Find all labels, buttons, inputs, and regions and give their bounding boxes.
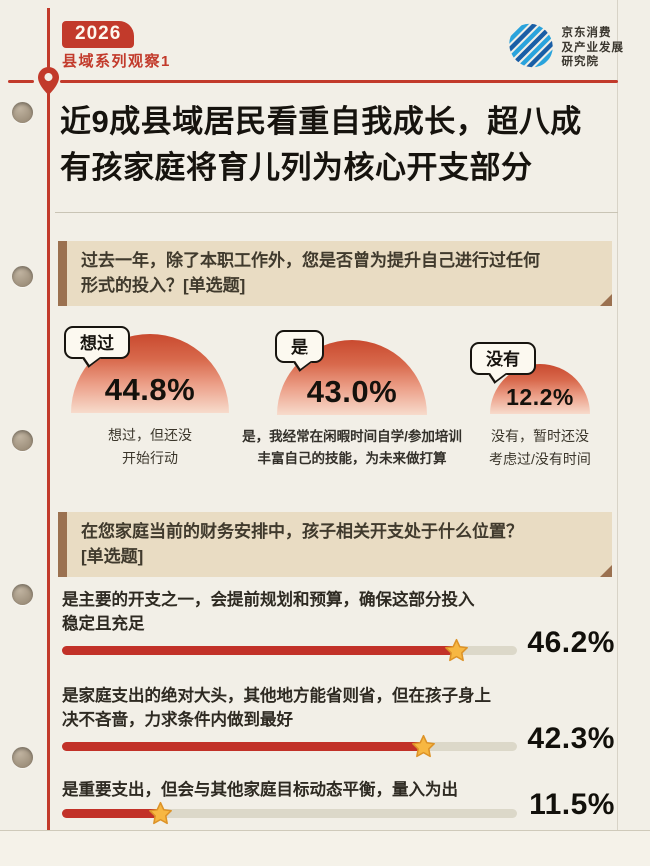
semicircle-item-considered: 想过 44.8% 想过，但还没 开始行动 xyxy=(60,326,240,470)
punch-hole xyxy=(12,102,33,123)
star-marker-icon xyxy=(147,800,174,827)
folded-corner-decor xyxy=(600,565,612,577)
answer-bubble: 是 xyxy=(275,330,324,363)
logo-text: 京东消费 及产业发展 研究院 xyxy=(562,26,625,70)
star-marker-icon xyxy=(443,637,470,664)
red-rule-dash xyxy=(8,80,34,83)
bar-value: 11.5% xyxy=(529,788,615,821)
logo-text-line1: 京东消费 xyxy=(561,27,612,40)
jd-logo-stripes-icon xyxy=(499,14,562,77)
caption-line2: 开始行动 xyxy=(122,450,178,466)
divider-line xyxy=(55,212,618,213)
bar-fill xyxy=(62,801,173,824)
bar-label-line1: 是主要的开支之一，会提前规划和预算，确保这部分投入 xyxy=(62,591,475,609)
caption-line1: 是，我经常在闲暇时间自学/参加培训 xyxy=(242,429,462,444)
value-label: 43.0% xyxy=(306,374,398,409)
question-box-self-growth: 过去一年，除了本职工作外，您是否曾为提升自己进行过任何 形式的投入？[单选题] xyxy=(58,241,612,306)
bar-value: 42.3% xyxy=(527,722,615,755)
bar-track xyxy=(62,801,517,824)
paper-crease-line xyxy=(617,0,618,830)
answer-bubble: 想过 xyxy=(64,326,130,359)
semicircle-item-no: 没有 12.2% 没有，暂时还没 考虑过/没有时间 xyxy=(462,342,618,471)
question2-line2: [单选题] xyxy=(81,547,144,566)
page-bottom-edge xyxy=(0,830,650,866)
bar-label: 是家庭支出的绝对大头，其他地方能省则省，但在孩子身上 决不吝啬，力求条件内做到最… xyxy=(62,684,524,732)
bar-label-line1: 是家庭支出的绝对大头，其他地方能省则省，但在孩子身上 xyxy=(62,687,491,705)
punch-hole xyxy=(12,747,33,768)
star-marker-icon xyxy=(410,733,437,760)
question2-line1: 在您家庭当前的财务安排中，孩子相关开支处于什么位置？ xyxy=(81,522,523,541)
bar-row-planned-budget: 是主要的开支之一，会提前规划和预算，确保这部分投入 稳定且充足 46.2% xyxy=(62,588,615,661)
bar-track xyxy=(62,638,517,661)
bar-value: 46.2% xyxy=(527,626,615,659)
caption-line1: 想过，但还没 xyxy=(108,427,192,443)
bar-label-line2: 决不吝啬，力求条件内做到最好 xyxy=(62,711,293,729)
logo-text-line3: 研究院 xyxy=(561,56,599,69)
page-title-line2: 有孩家庭将育儿列为核心开支部分 xyxy=(60,150,533,185)
value-label: 12.2% xyxy=(506,384,574,410)
bar-label-line2: 稳定且充足 xyxy=(62,615,145,633)
jd-research-logo: 京东消费 及产业发展 研究院 xyxy=(499,14,625,77)
caption-line1: 没有，暂时还没 xyxy=(491,428,589,444)
question-box-child-expense: 在您家庭当前的财务安排中，孩子相关开支处于什么位置？ [单选题] xyxy=(58,512,612,577)
page-title-line1: 近9成县域居民看重自我成长，超八成 xyxy=(60,104,582,139)
year-badge: 2026 xyxy=(62,21,135,48)
bar-fill xyxy=(62,734,436,757)
caption: 是，我经常在闲暇时间自学/参加培训 丰富自己的技能，为未来做打算 xyxy=(237,426,467,470)
question1-line1: 过去一年，除了本职工作外，您是否曾为提升自己进行过任何 xyxy=(81,251,540,270)
red-rule xyxy=(60,80,618,83)
punch-hole xyxy=(12,266,33,287)
map-pin-icon xyxy=(38,67,59,100)
semicircle-item-yes: 是 43.0% 是，我经常在闲暇时间自学/参加培训 丰富自己的技能，为未来做打算 xyxy=(237,330,467,470)
punch-hole xyxy=(12,430,33,451)
bar-row-dynamic-balance: 是重要支出，但会与其他家庭目标动态平衡，量入为出 11.5% xyxy=(62,778,615,824)
bar-fill xyxy=(62,638,469,661)
bar-row-absolute-priority: 是家庭支出的绝对大头，其他地方能省则省，但在孩子身上 决不吝啬，力求条件内做到最… xyxy=(62,684,615,757)
bar-label: 是主要的开支之一，会提前规划和预算，确保这部分投入 稳定且充足 xyxy=(62,588,524,636)
bar-track xyxy=(62,734,517,757)
series-label: 县域系列观察1 xyxy=(62,53,171,70)
punch-hole xyxy=(12,584,33,605)
folded-corner-decor xyxy=(600,294,612,306)
logo-text-line2: 及产业发展 xyxy=(561,41,624,54)
answer-bubble: 没有 xyxy=(470,342,536,375)
value-label: 44.8% xyxy=(104,372,196,407)
caption-line2: 丰富自己的技能，为未来做打算 xyxy=(257,451,447,466)
question1-line2: 形式的投入？[单选题] xyxy=(81,276,246,295)
bar-label: 是重要支出，但会与其他家庭目标动态平衡，量入为出 xyxy=(62,778,524,802)
caption-line2: 考虑过/没有时间 xyxy=(489,451,591,467)
bar-label-line1: 是重要支出，但会与其他家庭目标动态平衡，量入为出 xyxy=(62,781,458,799)
page-title: 近9成县域居民看重自我成长，超八成 有孩家庭将育儿列为核心开支部分 xyxy=(60,99,620,191)
caption: 没有，暂时还没 考虑过/没有时间 xyxy=(462,425,618,471)
caption: 想过，但还没 开始行动 xyxy=(60,424,240,470)
left-red-spine-line xyxy=(47,8,50,830)
